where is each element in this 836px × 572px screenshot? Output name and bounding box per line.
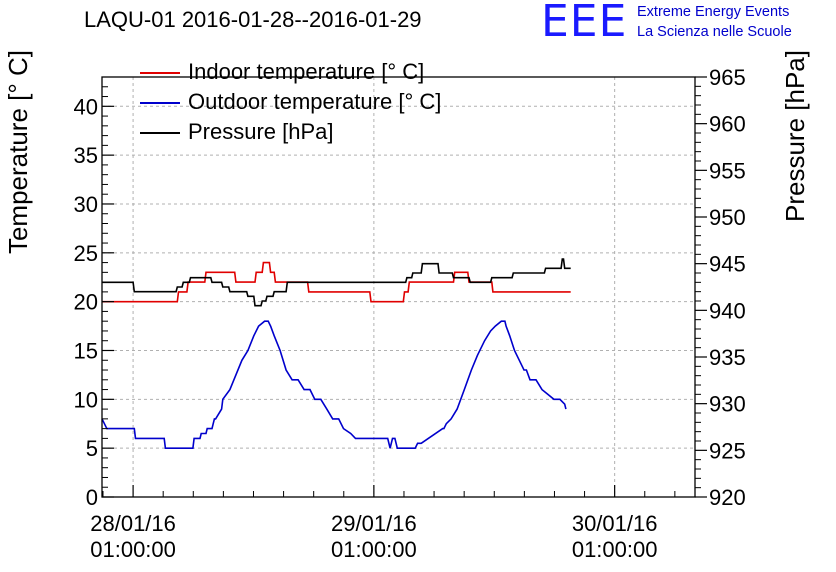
y2-tick-label-925: 925	[709, 438, 746, 463]
logo-subtitle-1: Extreme Energy Events	[637, 4, 790, 20]
logo-subtitle-2: La Scienza nelle Scuole	[637, 24, 792, 40]
y2-tick-label-935: 935	[709, 345, 746, 370]
legend-swatch-indoor	[140, 72, 180, 74]
y2-tick-label-945: 945	[709, 252, 746, 277]
legend-swatch-pressure	[140, 132, 180, 134]
y-tick-label-10: 10	[74, 387, 98, 412]
x-tick-label-time-0: 01:00:00	[90, 537, 176, 562]
y-tick-label-40: 40	[74, 94, 98, 119]
series-layer	[101, 258, 571, 449]
y2-tick-label-950: 950	[709, 205, 746, 230]
series-pressure-line	[102, 258, 571, 307]
grid-lines	[102, 77, 695, 497]
y2-tick-label-965: 965	[709, 65, 746, 90]
legend-entry-outdoor: Outdoor temperature [° C]	[188, 89, 442, 114]
y-tick-label-20: 20	[74, 290, 98, 315]
legend-entry-indoor: Indoor temperature [° C]	[188, 59, 425, 84]
y2-tick-label-930: 930	[709, 392, 746, 417]
x-tick-label-time-2: 01:00:00	[572, 537, 658, 562]
y2-tick-label-960: 960	[709, 112, 746, 137]
y2-tick-label-940: 940	[709, 298, 746, 323]
legend-entry-pressure: Pressure [hPa]	[188, 119, 334, 144]
y-axis-label-temperature: Temperature [° C]	[3, 50, 33, 254]
x-tick-label-date-2: 30/01/16	[572, 511, 658, 536]
x-tick-label-time-1: 01:00:00	[331, 537, 417, 562]
series-indoor-temperature-line	[102, 261, 571, 303]
y2-tick-label-920: 920	[709, 485, 746, 510]
y-tick-label-0: 0	[86, 485, 98, 510]
y-tick-label-15: 15	[74, 338, 98, 363]
y-tick-label-25: 25	[74, 241, 98, 266]
chart-title: LAQU-01 2016-01-28--2016-01-29	[84, 7, 422, 32]
y-tick-label-5: 5	[86, 436, 98, 461]
eee-logo: EEE	[541, 0, 628, 47]
axes: 0 5 10 15 20 25 30 35 40 920 925 930 935 940 945 950 955…	[74, 65, 746, 562]
y-tick-label-30: 30	[74, 192, 98, 217]
x-tick-label-date-1: 29/01/16	[331, 511, 417, 536]
plot-frame	[101, 76, 696, 498]
y2-tick-label-955: 955	[709, 158, 746, 183]
y2-axis-label-pressure: Pressure [hPa]	[780, 50, 810, 222]
legend-swatch-outdoor	[140, 102, 180, 104]
series-outdoor-temperature-line	[101, 320, 567, 449]
y-tick-label-35: 35	[74, 143, 98, 168]
x-tick-label-date-0: 28/01/16	[90, 511, 176, 536]
